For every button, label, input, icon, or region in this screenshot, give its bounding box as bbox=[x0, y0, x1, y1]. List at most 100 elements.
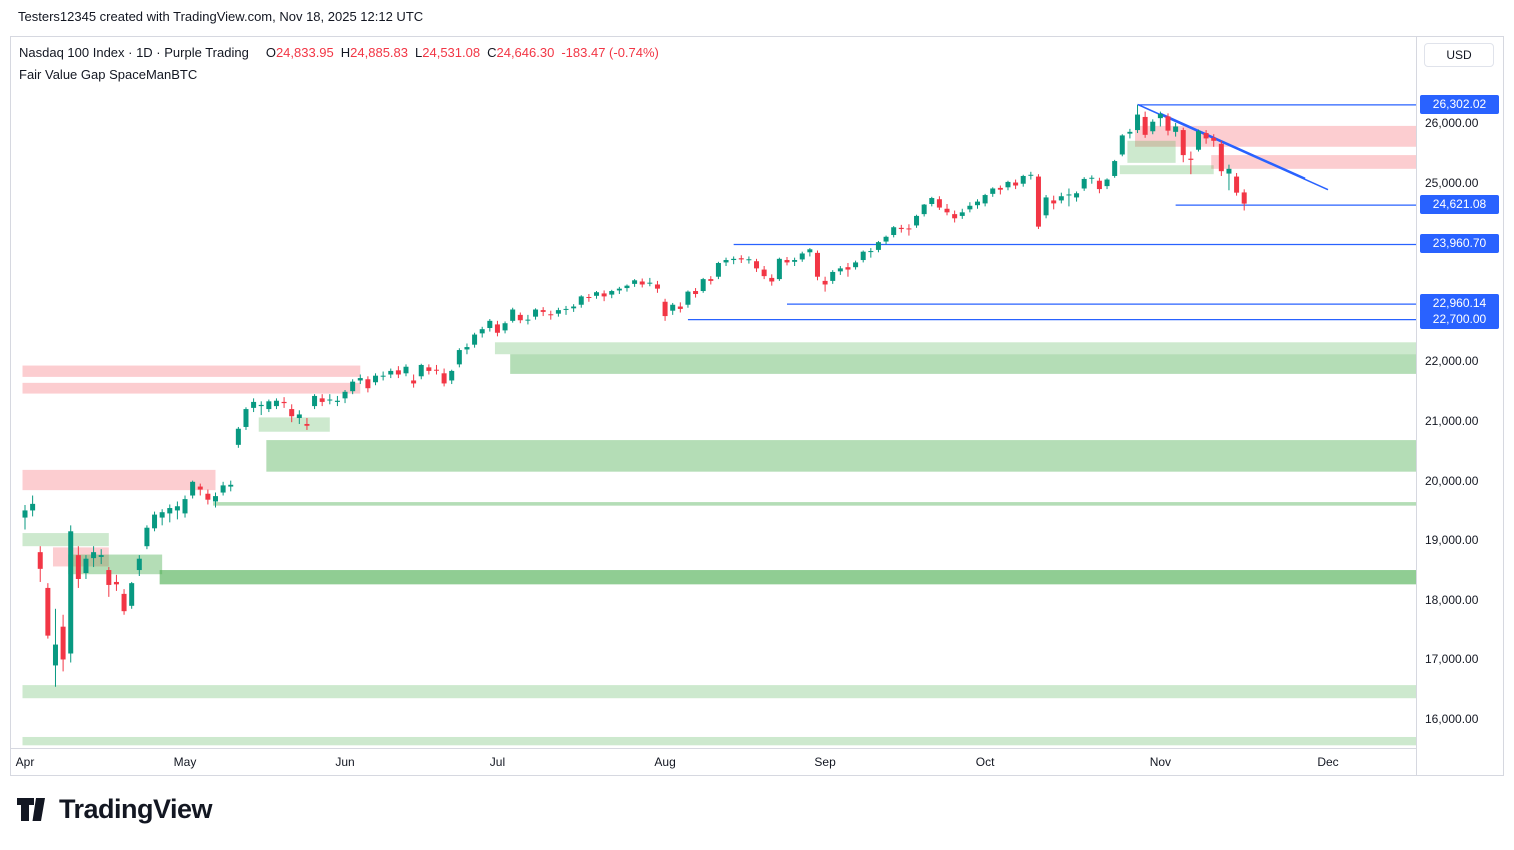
candle-body bbox=[144, 527, 150, 547]
candle-body bbox=[677, 306, 683, 309]
fvg-zone bbox=[52, 547, 109, 567]
candle-body bbox=[296, 414, 302, 419]
candle-body bbox=[807, 249, 813, 253]
candle-body bbox=[1013, 182, 1019, 186]
ohlc-low-label: L bbox=[415, 45, 423, 60]
candle-body bbox=[213, 496, 218, 502]
candle-body bbox=[1180, 130, 1186, 156]
candle-body bbox=[715, 263, 721, 277]
candle-body bbox=[510, 309, 516, 321]
candle-body bbox=[152, 514, 158, 529]
candle-body bbox=[30, 503, 36, 511]
candle-body bbox=[304, 423, 310, 426]
candle-body bbox=[898, 227, 904, 230]
candle-body bbox=[1157, 113, 1163, 119]
price-chart-canvas[interactable] bbox=[11, 37, 1416, 748]
fvg-zone bbox=[159, 570, 1416, 585]
candle-body bbox=[174, 506, 180, 511]
fvg-zone bbox=[213, 502, 1416, 506]
symbol-title[interactable]: Nasdaq 100 Index · 1D · Purple Trading bbox=[19, 45, 249, 60]
price-axis-label: 19,000.00 bbox=[1425, 533, 1479, 548]
candle-body bbox=[761, 269, 767, 277]
price-axis-label: 26,000.00 bbox=[1425, 115, 1479, 130]
candle-body bbox=[418, 364, 424, 377]
candle-body bbox=[975, 201, 980, 206]
candle-body bbox=[1043, 197, 1049, 216]
fvg-zone bbox=[266, 440, 1416, 472]
ohlc-open-value: 24,833.95 bbox=[275, 45, 334, 60]
ohlc-low-value: 24,531.08 bbox=[422, 45, 481, 60]
candle-body bbox=[944, 208, 950, 213]
candle-body bbox=[624, 285, 630, 289]
candle-body bbox=[136, 558, 142, 571]
candle-body bbox=[1234, 176, 1240, 193]
candle-body bbox=[1211, 137, 1217, 141]
time-axis-label: Sep bbox=[814, 755, 836, 769]
candle-body bbox=[22, 510, 28, 518]
price-axis-label: 17,000.00 bbox=[1425, 652, 1479, 667]
candle-body bbox=[479, 329, 485, 334]
footer-branding[interactable]: TradingView bbox=[16, 794, 213, 825]
candle-body bbox=[464, 347, 470, 350]
change-value: -183.47 (-0.74%) bbox=[561, 45, 659, 60]
time-axis[interactable]: Apr May Jun Jul Aug Sep Oct Nov Dec bbox=[11, 748, 1416, 775]
fvg-zone bbox=[22, 533, 109, 547]
candle-body bbox=[936, 199, 942, 208]
fvg-zone bbox=[1135, 125, 1416, 147]
price-level-badge: 22,960.14 bbox=[1420, 294, 1499, 314]
candle-body bbox=[738, 258, 744, 260]
price-axis-label: 22,000.00 bbox=[1425, 354, 1479, 369]
candle-body bbox=[37, 552, 43, 569]
time-axis-label: Aug bbox=[654, 755, 676, 769]
indicator-legend-row[interactable]: Fair Value Gap SpaceManBTC bbox=[19, 67, 198, 82]
currency-usd-button[interactable]: USD bbox=[1424, 43, 1494, 67]
candle-body bbox=[121, 593, 127, 612]
time-axis-label: Jun bbox=[335, 755, 355, 769]
tradingview-logo-icon bbox=[16, 796, 50, 823]
ohlc-open-label: O bbox=[265, 45, 276, 60]
candle-body bbox=[746, 259, 752, 261]
candle-body bbox=[616, 288, 622, 291]
fvg-zone bbox=[68, 554, 163, 575]
candle-body bbox=[312, 395, 318, 407]
candle-body bbox=[1203, 133, 1209, 139]
candle-body bbox=[1127, 131, 1133, 134]
fvg-zone bbox=[1127, 140, 1176, 163]
candle-body bbox=[654, 284, 660, 289]
candle-body bbox=[1165, 116, 1171, 131]
candle-body bbox=[1150, 121, 1156, 132]
candle-body bbox=[258, 404, 264, 407]
candle-body bbox=[853, 262, 859, 268]
candle-body bbox=[662, 301, 668, 317]
price-level-badge: 22,700.00 bbox=[1420, 309, 1499, 329]
candle-body bbox=[792, 260, 798, 262]
candle-body bbox=[1218, 143, 1224, 172]
candle-body bbox=[411, 380, 417, 384]
price-axis[interactable]: USD 26,000.00 25,000.00 22,000.00 21,000.00… bbox=[1416, 37, 1503, 775]
chart-plot-area[interactable] bbox=[11, 37, 1416, 748]
candle-body bbox=[190, 481, 196, 496]
candle-body bbox=[563, 308, 569, 310]
candle-body bbox=[1058, 196, 1064, 201]
candle-body bbox=[639, 281, 645, 285]
candle-body bbox=[822, 280, 828, 285]
candle-body bbox=[814, 252, 820, 277]
candle-body bbox=[548, 314, 554, 316]
trendline[interactable] bbox=[1160, 112, 1306, 180]
candle-body bbox=[243, 409, 249, 427]
candle-body bbox=[494, 324, 500, 333]
candle-body bbox=[273, 400, 279, 407]
candle-body bbox=[868, 251, 874, 253]
candle-body bbox=[449, 370, 455, 381]
candle-body bbox=[182, 499, 188, 514]
candle-body bbox=[860, 251, 866, 261]
candle-body bbox=[731, 258, 737, 261]
candle-body bbox=[1028, 174, 1034, 176]
price-level-badge: 24,621.08 bbox=[1420, 195, 1499, 215]
legend-symbol-row: Nasdaq 100 Index · 1D · Purple Trading O2… bbox=[19, 44, 659, 61]
candle-body bbox=[60, 626, 66, 660]
fvg-zone bbox=[22, 685, 1416, 699]
candle-body bbox=[586, 296, 592, 298]
ohlc-close-value: 24,646.30 bbox=[496, 45, 555, 60]
candle-body bbox=[1096, 180, 1102, 190]
